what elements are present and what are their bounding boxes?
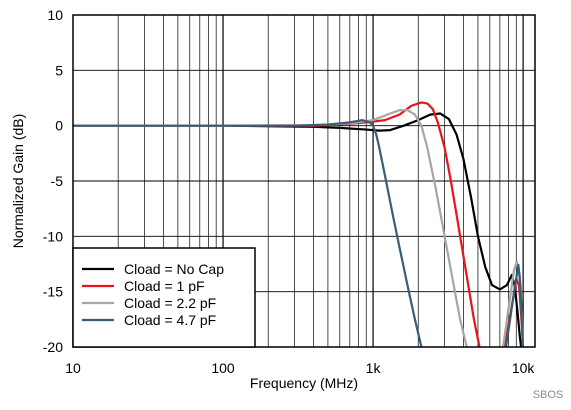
y-tick-label: 10 [47,7,63,23]
plot-frame [72,14,536,348]
y-axis-ticks: 10 5 0 -5 -10 -15 -20 [43,7,63,355]
legend-label: Cload = 1 pF [124,278,205,294]
legend-box [72,247,256,348]
series-line [73,119,525,347]
x-tick-label: 10 [65,360,81,376]
x-tick-label: 10k [512,360,536,376]
grid [73,15,535,347]
x-axis-ticks: 10 100 1k 10k [65,360,535,376]
y-tick-label: 0 [55,118,63,134]
x-tick-label: 100 [211,360,235,376]
y-tick-label: 5 [55,62,63,78]
x-tick-label: 1k [366,360,382,376]
series-layer [73,101,525,347]
legend-label: Cload = 2.2 pF [124,295,216,311]
legend-label: Cload = No Cap [124,261,224,277]
footer-tag: SBOS [533,389,564,401]
y-tick-label: -20 [43,339,63,355]
x-axis-title: Frequency (MHz) [250,375,358,391]
y-tick-label: -15 [43,284,63,300]
legend-label: Cload = 4.7 pF [124,312,216,328]
y-tick-label: -10 [43,228,63,244]
series-line [73,109,525,347]
y-axis-title: Normalized Gain (dB) [10,114,26,249]
y-tick-label: -5 [51,173,64,189]
